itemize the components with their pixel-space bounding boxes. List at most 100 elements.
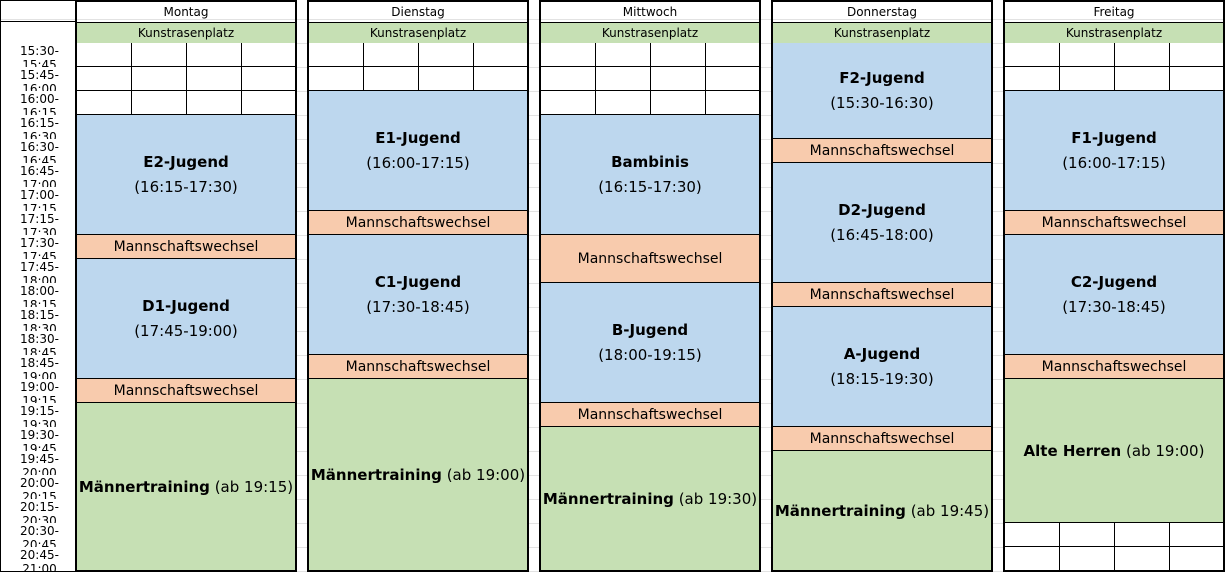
- empty-cell[interactable]: [1170, 67, 1223, 91]
- empty-cell[interactable]: [1005, 523, 1060, 547]
- empty-cell[interactable]: [1115, 67, 1170, 91]
- empty-cell[interactable]: [132, 67, 187, 91]
- team-training-block[interactable]: F1-Jugend (16:00-17:15): [1005, 91, 1223, 211]
- team-change-block[interactable]: Mannschaftswechsel: [773, 139, 991, 163]
- empty-cell[interactable]: [77, 91, 132, 115]
- empty-cell[interactable]: [1005, 67, 1060, 91]
- team-change-block[interactable]: Mannschaftswechsel: [541, 235, 759, 283]
- time-slot-label[interactable]: 17:45-18:00: [0, 259, 77, 288]
- team-change-block[interactable]: Mannschaftswechsel: [773, 427, 991, 451]
- time-slot-label[interactable]: 18:45-19:00: [0, 355, 77, 384]
- team-change-block[interactable]: Mannschaftswechsel: [1005, 355, 1223, 379]
- team-training-block[interactable]: A-Jugend (18:15-19:30): [773, 307, 991, 427]
- time-slot-label[interactable]: 19:45-20:00: [0, 451, 77, 480]
- empty-cell[interactable]: [187, 91, 242, 115]
- team-change-block[interactable]: Mannschaftswechsel: [309, 211, 527, 235]
- day-header[interactable]: Freitag: [1005, 2, 1223, 23]
- time-slot-label[interactable]: 20:45-21:00: [0, 547, 77, 572]
- field-header[interactable]: Kunstrasenplatz: [773, 23, 991, 44]
- time-slot-label[interactable]: 19:00-19:15: [0, 379, 77, 408]
- empty-cell[interactable]: [706, 91, 759, 115]
- empty-cell[interactable]: [1170, 43, 1223, 67]
- empty-cell[interactable]: [132, 43, 187, 67]
- time-slot-label[interactable]: 17:15-17:30: [0, 211, 77, 240]
- team-training-block[interactable]: F2-Jugend (15:30-16:30): [773, 43, 991, 139]
- team-training-block[interactable]: D1-Jugend (17:45-19:00): [77, 259, 295, 379]
- empty-cell[interactable]: [474, 67, 527, 91]
- time-slot-label[interactable]: 18:00-18:15: [0, 283, 77, 312]
- field-header[interactable]: Kunstrasenplatz: [1005, 23, 1223, 44]
- team-change-block[interactable]: Mannschaftswechsel: [309, 355, 527, 379]
- field-header[interactable]: Kunstrasenplatz: [541, 23, 759, 44]
- time-slot-label[interactable]: 18:30-18:45: [0, 331, 77, 360]
- adult-training-block[interactable]: Männertraining (ab 19:30): [541, 427, 759, 571]
- empty-cell[interactable]: [242, 43, 295, 67]
- team-training-block[interactable]: B-Jugend (18:00-19:15): [541, 283, 759, 403]
- empty-cell[interactable]: [474, 43, 527, 67]
- team-training-block[interactable]: Bambinis (16:15-17:30): [541, 115, 759, 235]
- empty-cell[interactable]: [77, 67, 132, 91]
- time-slot-label[interactable]: 19:30-19:45: [0, 427, 77, 456]
- empty-cell[interactable]: [541, 67, 596, 91]
- empty-cell[interactable]: [242, 67, 295, 91]
- team-change-block[interactable]: Mannschaftswechsel: [541, 403, 759, 427]
- team-training-block[interactable]: E1-Jugend (16:00-17:15): [309, 91, 527, 211]
- empty-cell[interactable]: [541, 91, 596, 115]
- empty-cell[interactable]: [1170, 523, 1223, 547]
- empty-cell[interactable]: [1115, 43, 1170, 67]
- empty-cell[interactable]: [1170, 547, 1223, 571]
- team-training-block[interactable]: C2-Jugend (17:30-18:45): [1005, 235, 1223, 355]
- time-slot-label[interactable]: 19:15-19:30: [0, 403, 77, 432]
- empty-cell[interactable]: [596, 91, 651, 115]
- empty-cell[interactable]: [364, 67, 419, 91]
- empty-cell[interactable]: [77, 43, 132, 67]
- time-slot-label[interactable]: 17:30-17:45: [0, 235, 77, 264]
- team-training-block[interactable]: D2-Jugend (16:45-18:00): [773, 163, 991, 283]
- empty-cell[interactable]: [596, 43, 651, 67]
- empty-cell[interactable]: [242, 91, 295, 115]
- adult-training-block[interactable]: Männertraining (ab 19:45): [773, 451, 991, 571]
- empty-cell[interactable]: [309, 43, 364, 67]
- empty-cell[interactable]: [706, 67, 759, 91]
- day-header[interactable]: Montag: [77, 2, 295, 23]
- adult-training-block[interactable]: Männertraining (ab 19:00): [309, 379, 527, 571]
- team-change-block[interactable]: Mannschaftswechsel: [1005, 211, 1223, 235]
- time-slot-label[interactable]: 16:15-16:30: [0, 115, 77, 144]
- team-training-block[interactable]: E2-Jugend (16:15-17:30): [77, 115, 295, 235]
- empty-cell[interactable]: [1005, 547, 1060, 571]
- team-change-block[interactable]: Mannschaftswechsel: [77, 235, 295, 259]
- empty-cell[interactable]: [541, 43, 596, 67]
- corner-cell[interactable]: [0, 0, 77, 22]
- time-slot-label[interactable]: 16:45-17:00: [0, 163, 77, 192]
- empty-cell[interactable]: [1060, 43, 1115, 67]
- empty-cell[interactable]: [706, 43, 759, 67]
- time-slot-label[interactable]: 15:30-15:45: [0, 43, 77, 72]
- day-header[interactable]: Mittwoch: [541, 2, 759, 23]
- empty-cell[interactable]: [1115, 547, 1170, 571]
- field-header[interactable]: Kunstrasenplatz: [77, 23, 295, 44]
- empty-cell[interactable]: [1060, 547, 1115, 571]
- empty-cell[interactable]: [1005, 43, 1060, 67]
- team-change-block[interactable]: Mannschaftswechsel: [773, 283, 991, 307]
- empty-cell[interactable]: [1060, 67, 1115, 91]
- team-change-block[interactable]: Mannschaftswechsel: [77, 379, 295, 403]
- time-slot-label[interactable]: 20:15-20:30: [0, 499, 77, 528]
- field-header[interactable]: Kunstrasenplatz: [309, 23, 527, 44]
- empty-cell[interactable]: [364, 43, 419, 67]
- empty-cell[interactable]: [132, 91, 187, 115]
- empty-cell[interactable]: [187, 43, 242, 67]
- time-slot-label[interactable]: 15:45-16:00: [0, 67, 77, 96]
- adult-training-block[interactable]: Männertraining (ab 19:15): [77, 403, 295, 571]
- empty-cell[interactable]: [651, 43, 706, 67]
- empty-cell[interactable]: [1060, 523, 1115, 547]
- adult-training-block[interactable]: Alte Herren (ab 19:00): [1005, 379, 1223, 523]
- empty-cell[interactable]: [1115, 523, 1170, 547]
- time-slot-label[interactable]: 16:30-16:45: [0, 139, 77, 168]
- empty-cell[interactable]: [309, 67, 364, 91]
- day-header[interactable]: Dienstag: [309, 2, 527, 23]
- time-slot-label[interactable]: 20:00-20:15: [0, 475, 77, 504]
- empty-cell[interactable]: [187, 67, 242, 91]
- time-slot-label[interactable]: 20:30-20:45: [0, 523, 77, 552]
- empty-cell[interactable]: [596, 67, 651, 91]
- time-slot-label[interactable]: 16:00-16:15: [0, 91, 77, 120]
